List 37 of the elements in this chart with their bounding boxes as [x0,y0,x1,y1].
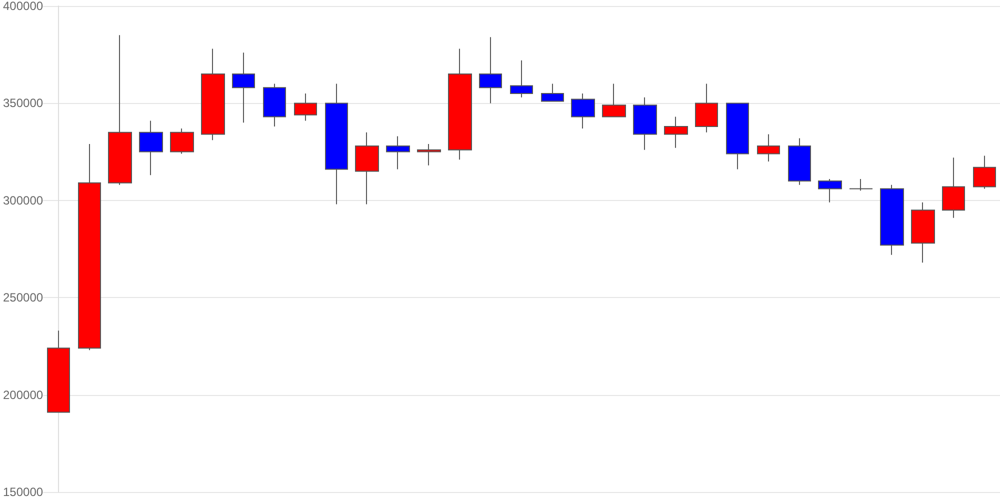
candlestick [386,136,410,170]
candlestick [170,128,194,154]
candlestick [263,83,286,128]
candlestick [849,178,873,192]
candlestick [880,184,904,256]
y-tick-label: 250000 [3,290,44,305]
candlestick [201,48,225,141]
candlestick [664,116,688,148]
candlestick [355,132,379,205]
candlestick [757,134,780,162]
y-tick-label: 350000 [3,96,44,110]
y-tick-label: 300000 [3,193,44,208]
candlestick [633,96,657,150]
candlestick [510,60,533,98]
candlestick [726,102,749,170]
y-tick-label: 400000 [3,0,44,13]
candlestick [47,330,70,413]
candlestick [78,144,101,351]
candlestick [911,202,935,264]
candlestick [571,92,595,129]
candlestick [325,83,348,205]
candlestick [942,157,965,218]
y-tick-label: 200000 [3,388,44,402]
candlestick [973,155,996,190]
candlestick [232,52,255,124]
candlestick [818,178,842,203]
candlestick [602,83,626,118]
candlestick [139,120,163,176]
candlestick [417,144,441,166]
candlestick [108,34,132,186]
candlestick [541,83,564,102]
candlestick [788,138,811,186]
candlestick [479,36,502,104]
candlestick [294,92,317,122]
candlestick [448,48,472,160]
y-tick-label: 150000 [3,485,44,499]
candlestick [695,83,718,133]
